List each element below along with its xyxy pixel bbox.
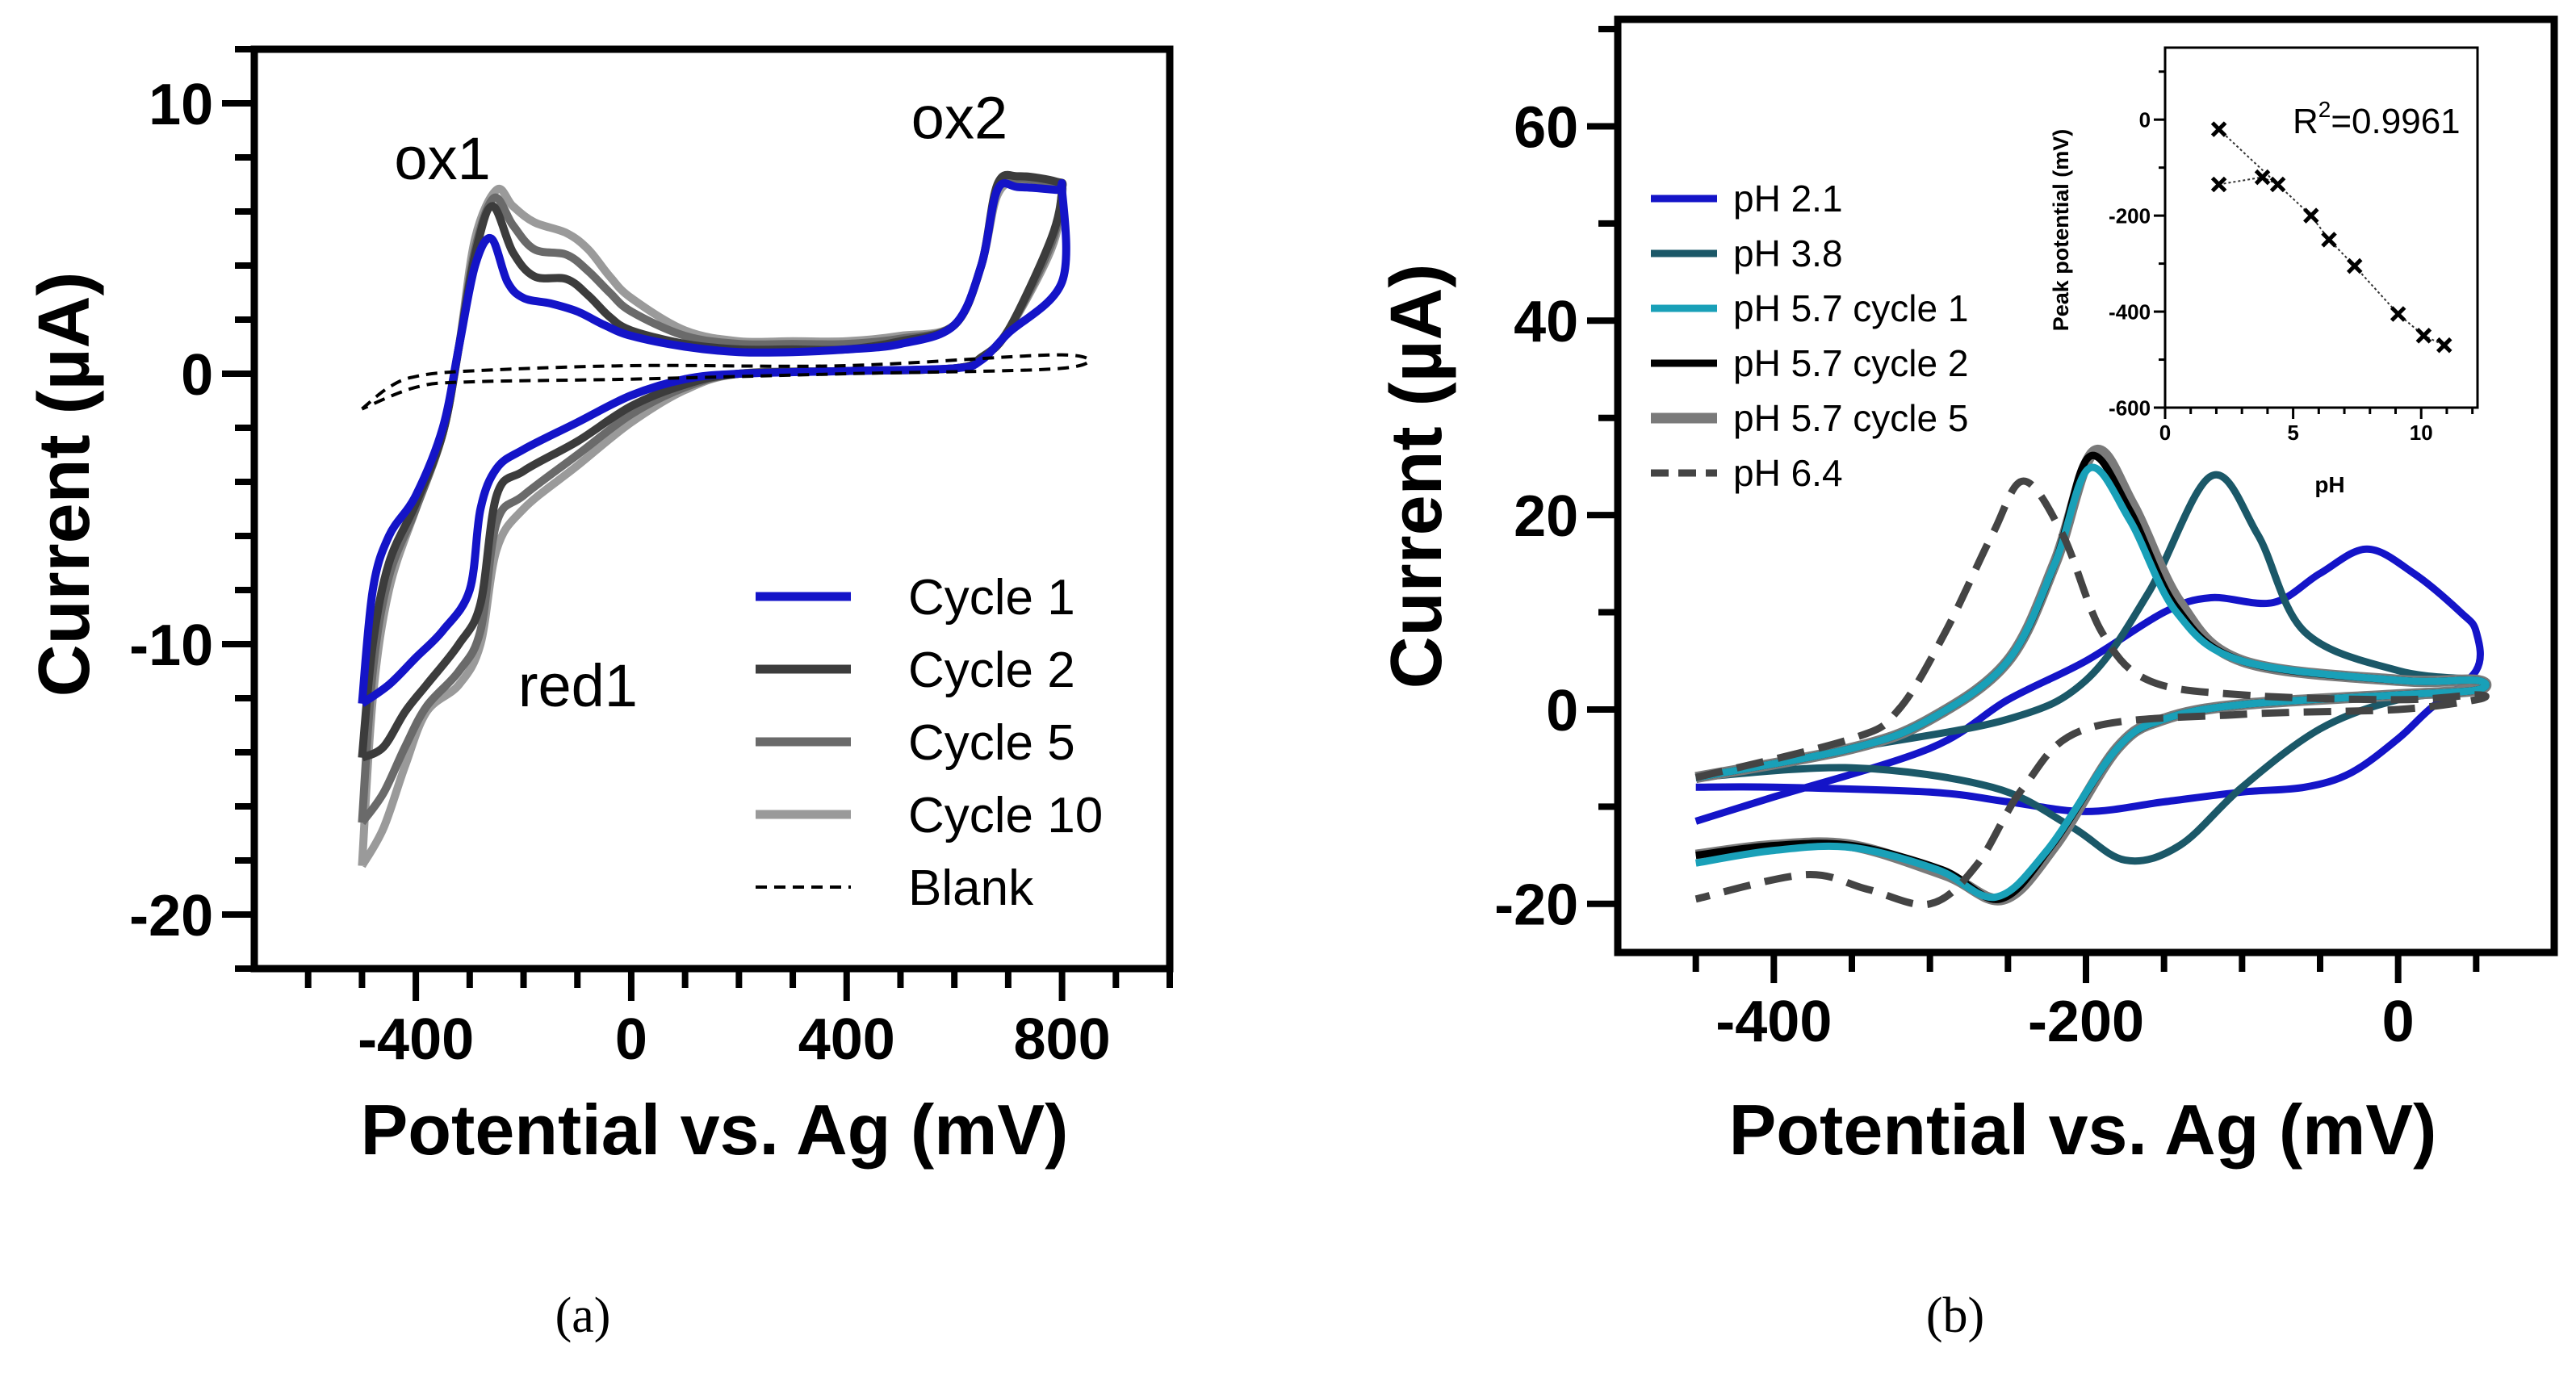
y-tick-label: 0 — [2139, 108, 2151, 132]
legend-label: pH 5.7 cycle 5 — [1733, 397, 1968, 439]
data-point-x-marker — [2254, 169, 2271, 186]
x-tick-label: -200 — [2028, 990, 2144, 1054]
series-line-ph-2-1 — [1694, 545, 2484, 825]
data-point-x-marker — [2303, 207, 2319, 224]
legend-label: Blank — [908, 860, 1034, 916]
data-point-x-marker — [2269, 176, 2286, 193]
series-line-ph-3-8 — [1694, 471, 2490, 865]
x-tick-label: 400 — [798, 1007, 895, 1072]
plot-frame — [2163, 46, 2479, 409]
x-tick-label: 0 — [2159, 421, 2171, 445]
y-tick-label: -400 — [2109, 299, 2151, 324]
legend-label: pH 3.8 — [1733, 232, 1843, 274]
series-line-blank — [361, 353, 1091, 411]
y-tick-label: 0 — [181, 343, 213, 408]
legend-label: pH 5.7 cycle 2 — [1733, 342, 1968, 384]
inset-y-axis-title: Peak potential (mV) — [2049, 129, 2073, 332]
data-point-x-marker — [2210, 176, 2227, 193]
data-point-x-marker — [2321, 232, 2337, 248]
x-tick-label: 0 — [2382, 990, 2415, 1054]
annotation-red1: red1 — [518, 652, 638, 719]
x-tick-label: 0 — [615, 1007, 647, 1072]
legend-label: pH 5.7 cycle 1 — [1733, 287, 1968, 329]
plot-frame — [250, 45, 1174, 973]
y-tick-label: -20 — [129, 884, 213, 948]
panel-a: -400 0 400 800 10 0 -10 -20 ox1 ox2 red1 Cycle 1 Cyc… — [129, 45, 1174, 1072]
x-tick-label: -400 — [358, 1007, 474, 1072]
data-point-x-marker — [2415, 328, 2432, 344]
legend-label: pH 6.4 — [1733, 452, 1843, 494]
y-tick-label: 40 — [1514, 290, 1578, 354]
y-tick-label: 60 — [1514, 95, 1578, 160]
legend-label: pH 2.1 — [1733, 178, 1843, 220]
panel-b-inset: 0 5 10 0 -200 -400 -600 — [2109, 46, 2479, 445]
annotation-ox2: ox2 — [911, 85, 1007, 152]
panel-a-x-axis-title: Potential vs. Ag (mV) — [361, 1090, 1069, 1170]
data-point-x-marker — [2346, 257, 2363, 274]
y-tick-label: 10 — [149, 73, 213, 137]
y-tick-label: -10 — [129, 613, 213, 678]
legend-label: Cycle 5 — [908, 715, 1075, 771]
x-tick-label: -400 — [1715, 990, 1832, 1054]
y-tick-label: 0 — [1546, 679, 1578, 743]
y-tick-label: 20 — [1514, 484, 1578, 549]
panel-a-y-axis-title: Current (µA) — [24, 272, 105, 697]
data-point-x-marker — [2436, 337, 2452, 354]
data-point-x-marker — [2210, 121, 2227, 137]
series-line-ph-6-4 — [1694, 477, 2490, 909]
caption-a: (a) — [555, 1288, 611, 1343]
caption-b: (b) — [1926, 1288, 1984, 1343]
x-tick-label: 800 — [1014, 1007, 1111, 1072]
x-tick-label: 5 — [2287, 421, 2298, 445]
series-line-cycle-1 — [358, 179, 1070, 707]
annotation-ox1: ox1 — [394, 125, 490, 192]
legend-label: Cycle 2 — [908, 643, 1075, 698]
inset-r-squared: R2=0.9961 — [2293, 97, 2461, 141]
data-point-x-marker — [2390, 306, 2406, 322]
y-tick-label: -20 — [1494, 873, 1578, 938]
series-line-ph-5-7-cycle-1 — [1694, 463, 2490, 902]
inset-background — [2165, 48, 2478, 408]
inset-x-axis-title: pH — [2314, 472, 2344, 497]
panel-b: -400 -200 0 60 40 20 0 -20 pH 2.1 pH 3.8 pH 5.7 cy… — [1494, 15, 2558, 1054]
x-tick-label: 10 — [2410, 421, 2433, 445]
panel-b-x-axis-title: Potential vs. Ag (mV) — [1729, 1090, 2437, 1170]
panel-b-y-axis-title: Current (µA) — [1376, 264, 1457, 689]
legend-label: Cycle 10 — [908, 788, 1103, 843]
y-tick-label: -200 — [2109, 203, 2151, 228]
y-tick-label: -600 — [2109, 396, 2151, 420]
legend-label: Cycle 1 — [908, 570, 1075, 626]
